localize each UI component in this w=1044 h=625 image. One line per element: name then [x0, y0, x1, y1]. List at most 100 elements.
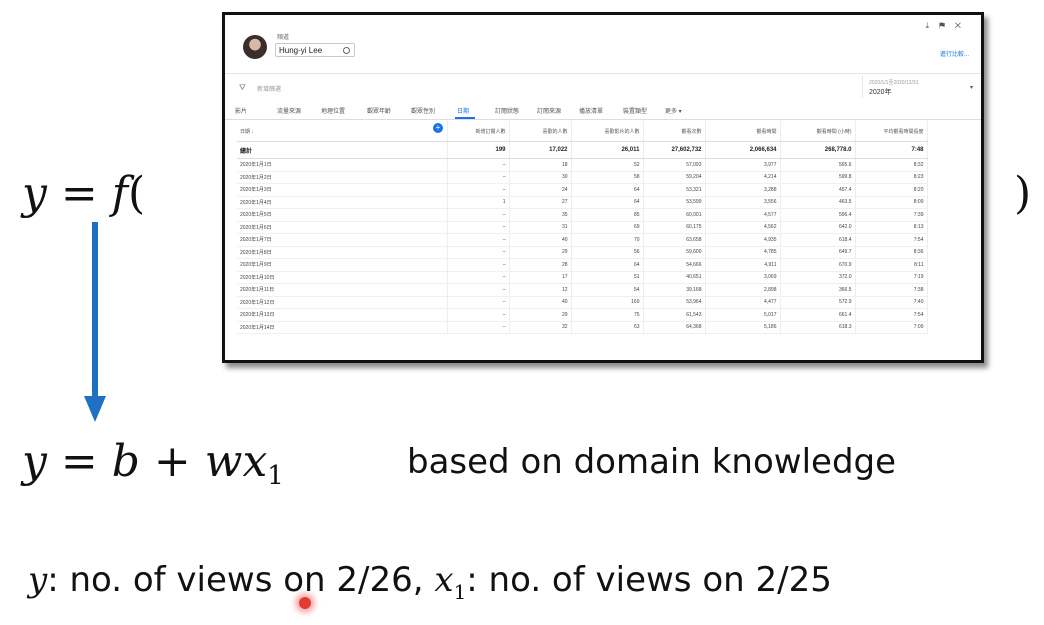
table-row: 2020年1月7日 –40 70 63,658 4,935 618.4 7:54 [237, 233, 928, 247]
table-row: 2020年1月3日 –24 64 53,321 3,288 457.4 8:20 [237, 183, 928, 197]
table-row: 2020年1月2日 –30 58 59,204 4,214 599.8 8:23 [237, 171, 928, 184]
table-cell: 5,017 [705, 308, 781, 322]
table-cell: – [447, 183, 510, 197]
column-header[interactable]: 喜歡的人數 [509, 121, 572, 142]
variable-definitions: y: no. of views on 2/26, x1: no. of view… [28, 560, 832, 604]
table-cell: 30 [509, 171, 572, 184]
column-header[interactable]: 觀看次數 [643, 121, 706, 142]
table-cell: 599.8 [780, 171, 856, 184]
channel-selector[interactable]: Hung-yi Lee [275, 43, 355, 57]
youtube-analytics-screenshot: 頻道 Hung-yi Lee ⤓⚑✕ 進行比較... ⛛ 新增篩選 2020/1… [222, 12, 984, 363]
tab-8[interactable]: 播放清單 [579, 109, 604, 115]
table-cell: 649.7 [780, 246, 856, 259]
table-cell: 4,911 [705, 258, 781, 272]
table-cell: 64 [571, 196, 644, 209]
table-cell: 40 [509, 296, 572, 309]
toolbar-icons: ⤓⚑✕ [926, 21, 971, 31]
column-header[interactable]: 日期 ↓ [237, 121, 448, 142]
down-arrow [84, 222, 106, 422]
table-cell: 3,556 [705, 196, 781, 209]
tab-6[interactable]: 訂閱狀態 [495, 109, 520, 115]
table-cell: 29 [509, 308, 572, 322]
table-cell: 2020年1月2日 [237, 171, 448, 184]
table-cell: 64,368 [643, 321, 706, 334]
table-cell: 8:32 [855, 158, 928, 172]
table-row: 2020年1月6日 –31 69 60,175 4,562 642.0 8:13 [237, 221, 928, 234]
tab-1[interactable]: 流量來源 [277, 109, 302, 115]
domain-knowledge-note: based on domain knowledge [407, 442, 897, 482]
column-header[interactable]: 平均觀看時間長度 [855, 121, 928, 142]
table-cell: 661.4 [780, 308, 856, 322]
table-cell: 565.6 [780, 158, 856, 172]
table-cell: 2020年1月7日 [237, 233, 448, 247]
table-row: 2020年1月1日 –18 52 57,093 3,977 565.6 8:32 [237, 158, 928, 172]
table-cell: – [447, 296, 510, 309]
table-cell: 32 [509, 321, 572, 334]
table-cell: 75 [571, 308, 644, 322]
table-cell: 596.4 [780, 208, 856, 222]
table-cell: 169 [571, 296, 644, 309]
table-cell: 27 [509, 196, 572, 209]
analytics-header: 頻道 Hung-yi Lee ⤓⚑✕ 進行比較... [225, 15, 981, 73]
table-cell: 2020年1月5日 [237, 208, 448, 222]
tab-9[interactable]: 裝置類型 [623, 109, 648, 115]
tab-2[interactable]: 地理位置 [321, 109, 346, 115]
filter-bar: ⛛ 新增篩選 2020/1/1至2020/12/31 2020年 ▾ [225, 73, 981, 102]
date-range-text: 2020/1/1至2020/12/31 [869, 80, 919, 86]
table-cell: – [447, 221, 510, 234]
table-cell: 2020年1月14日 [237, 321, 448, 334]
feedback-icon[interactable]: ⚑ [939, 21, 955, 30]
tab-0[interactable]: 影片 [235, 109, 248, 115]
table-cell: 4,477 [705, 296, 781, 309]
tab-5[interactable]: 日期 [457, 109, 470, 115]
date-range-selector[interactable]: 2020/1/1至2020/12/31 2020年 ▾ [862, 76, 975, 98]
table-cell: 618.3 [780, 321, 856, 334]
filter-placeholder[interactable]: 新增篩選 [257, 87, 282, 93]
compare-link[interactable]: 進行比較... [939, 52, 969, 58]
table-cell: – [447, 233, 510, 247]
table-cell: 642.0 [780, 221, 856, 234]
table-cell: 54 [571, 283, 644, 297]
table-cell: 7:54 [855, 308, 928, 322]
table-row: 2020年1月4日 1 27 64 53,599 3,556 463.5 8:09 [237, 196, 928, 209]
tab-4[interactable]: 觀眾性別 [411, 109, 436, 115]
table-cell: 618.4 [780, 233, 856, 247]
tab-3[interactable]: 觀眾年齡 [367, 109, 392, 115]
table-cell: 4,214 [705, 171, 781, 184]
equation-bottom: y = b + wx1 [22, 436, 284, 491]
column-header[interactable]: 觀看時間 (小時) [780, 121, 856, 142]
table-cell: 4,785 [705, 246, 781, 259]
table-cell: 70 [571, 233, 644, 247]
table-cell: 2020年1月1日 [237, 158, 448, 172]
close-icon[interactable]: ✕ [954, 21, 971, 30]
table-cell: 60,175 [643, 221, 706, 234]
column-header[interactable]: 新增訂閱人數 [447, 121, 510, 142]
table-cell: 8:20 [855, 183, 928, 197]
table-cell: 53,599 [643, 196, 706, 209]
table-cell: 372.0 [780, 271, 856, 284]
table-cell: – [447, 171, 510, 184]
table-row: 2020年1月14日 –32 63 64,368 5,186 618.3 7:09 [237, 321, 928, 334]
analytics-table: 日期 ↓ 新增訂閱人數 喜歡的人數 喜歡影片的人數 觀看次數 觀看時間 觀看時間 (小時) 平… [237, 121, 928, 334]
avatar [243, 35, 267, 59]
total-row: 總計 199 17,022 26,011 27,602,732 2,066,634 268,… [237, 141, 928, 159]
table-row: 2020年1月12日 –40 169 53,964 4,477 572.9 7:40 [237, 296, 928, 309]
table-cell: 63,658 [643, 233, 706, 247]
table-cell: 8:13 [855, 221, 928, 234]
table-cell: 2020年1月9日 [237, 258, 448, 272]
filter-icon[interactable]: ⛛ [239, 83, 246, 92]
table-cell: 4,562 [705, 221, 781, 234]
download-icon[interactable]: ⤓ [925, 21, 940, 30]
table-cell: – [447, 258, 510, 272]
tab-7[interactable]: 訂閱來源 [537, 109, 562, 115]
table-cell: 57,093 [643, 158, 706, 172]
table-cell: 7:48 [855, 141, 928, 159]
column-header[interactable]: 喜歡影片的人數 [571, 121, 644, 142]
tab-10[interactable]: 更多 ▾ [665, 109, 682, 115]
table-cell: 27,602,732 [643, 141, 706, 159]
table-row: 2020年1月10日 –17 51 40,651 3,069 372.0 7:19 [237, 271, 928, 284]
table-cell: 24 [509, 183, 572, 197]
table-row: 2020年1月8日 –29 56 59,600 4,785 649.7 8:36 [237, 246, 928, 259]
column-header[interactable]: 觀看時間 [705, 121, 781, 142]
table-cell: 54,666 [643, 258, 706, 272]
